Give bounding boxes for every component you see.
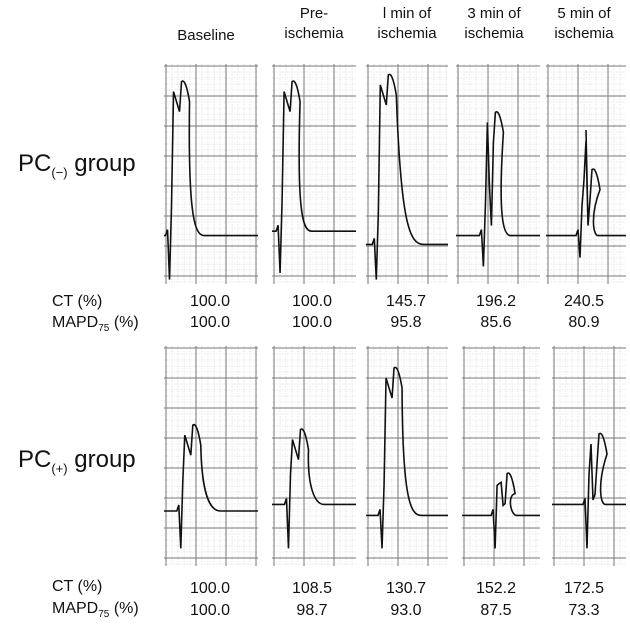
trace-group2-5min xyxy=(552,346,626,566)
column-header-3min: 3 min of ischemia xyxy=(464,5,524,42)
trace-group1-preischemia xyxy=(272,64,356,284)
mapd-row-label-group1: MAPD75 (%) xyxy=(52,314,139,335)
column-header-1min: l min of ischemia xyxy=(377,5,437,42)
ct-value: 172.5 xyxy=(563,580,605,597)
mapd-value: 85.6 xyxy=(480,314,512,331)
ct-value: 100.0 xyxy=(189,293,231,310)
ct-value: 130.7 xyxy=(385,580,427,597)
trace-group2-preischemia xyxy=(272,346,356,566)
mapd-value: 95.8 xyxy=(390,314,422,331)
mapd-value: 98.7 xyxy=(296,602,328,619)
column-header-baseline: Baseline xyxy=(177,27,235,44)
ct-value: 152.2 xyxy=(475,580,517,597)
mapd-value: 100.0 xyxy=(291,314,333,331)
mapd-value: 73.3 xyxy=(568,602,600,619)
trace-group2-3min xyxy=(462,346,540,566)
mapd-row-label-group2: MAPD75 (%) xyxy=(52,600,139,621)
ct-value: 145.7 xyxy=(385,293,427,310)
ct-row-label-group2: CT (%) xyxy=(52,578,103,595)
column-header-5min: 5 min of ischemia xyxy=(554,5,614,42)
mapd-value: 93.0 xyxy=(390,602,422,619)
ct-value: 100.0 xyxy=(291,293,333,310)
trace-group1-1min xyxy=(366,64,448,284)
ct-row-label-group1: CT (%) xyxy=(52,293,103,310)
group-label-pc-plus: PC(+) group xyxy=(18,446,136,476)
ct-value: 196.2 xyxy=(475,293,517,310)
trace-group1-3min xyxy=(456,64,540,284)
ct-value: 108.5 xyxy=(291,580,333,597)
mapd-value: 87.5 xyxy=(480,602,512,619)
trace-group1-baseline xyxy=(164,64,258,284)
mapd-value: 80.9 xyxy=(568,314,600,331)
mapd-value: 100.0 xyxy=(189,314,231,331)
ct-value: 100.0 xyxy=(189,580,231,597)
trace-group1-5min xyxy=(546,64,626,284)
ct-value: 240.5 xyxy=(563,293,605,310)
group-label-pc-minus: PC(−) group xyxy=(18,150,136,180)
column-header-preischemia: Pre- ischemia xyxy=(284,5,344,42)
trace-group2-baseline xyxy=(164,346,258,566)
mapd-value: 100.0 xyxy=(189,602,231,619)
trace-group2-1min xyxy=(366,346,448,566)
